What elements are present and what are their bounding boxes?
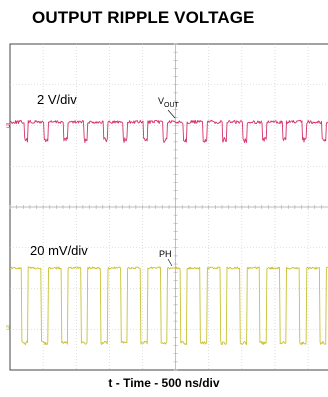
chart-title: OUTPUT RIPPLE VOLTAGE (32, 8, 255, 27)
vout-trace-label: VOUT (158, 96, 180, 109)
x-axis-label: t - Time - 500 ns/div (108, 376, 220, 390)
ph-pointer (167, 258, 173, 267)
grid (9, 43, 328, 371)
vout-ref-marker: 5 (6, 123, 10, 130)
ph-scale-label: 20 mV/div (30, 243, 88, 258)
ph-trace-label: PH (159, 249, 172, 259)
vout-label-sub: OUT (164, 102, 180, 109)
traces (9, 119, 328, 346)
vout-pointer (167, 109, 176, 119)
vout-scale-label: 2 V/div (37, 92, 77, 107)
ph-ref-marker: 5 (6, 325, 10, 332)
vout-trace (9, 119, 328, 143)
ph-trace (9, 266, 328, 346)
vout-label-main: V (158, 96, 164, 106)
